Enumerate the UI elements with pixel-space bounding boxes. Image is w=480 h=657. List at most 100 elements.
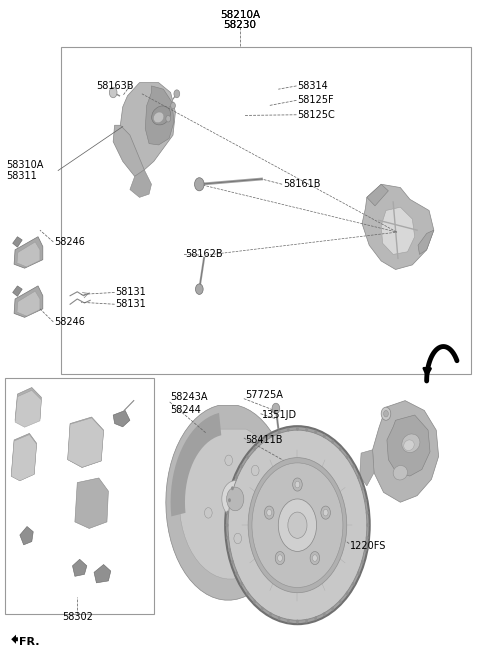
Circle shape: [323, 434, 326, 438]
Circle shape: [314, 616, 317, 620]
Circle shape: [293, 478, 302, 491]
Text: 58243A: 58243A: [170, 392, 208, 402]
Circle shape: [277, 555, 282, 561]
Text: 58210A: 58210A: [220, 10, 260, 20]
Ellipse shape: [402, 434, 420, 453]
Polygon shape: [113, 411, 130, 427]
Circle shape: [174, 90, 180, 98]
Circle shape: [323, 509, 328, 516]
Polygon shape: [17, 242, 40, 267]
Circle shape: [109, 87, 117, 98]
Polygon shape: [12, 237, 22, 247]
Circle shape: [222, 481, 249, 517]
Circle shape: [252, 465, 259, 476]
Bar: [5, 378, 154, 614]
Polygon shape: [170, 413, 221, 516]
Polygon shape: [372, 401, 439, 502]
Circle shape: [278, 616, 281, 620]
Text: 58411B: 58411B: [245, 435, 282, 445]
Circle shape: [227, 487, 244, 510]
Circle shape: [264, 506, 274, 519]
Text: FR.: FR.: [19, 637, 39, 647]
Circle shape: [346, 455, 348, 459]
Polygon shape: [362, 184, 434, 269]
Polygon shape: [17, 291, 40, 316]
Circle shape: [269, 434, 272, 438]
Text: 58230: 58230: [224, 20, 256, 30]
Circle shape: [305, 428, 308, 432]
Circle shape: [272, 403, 280, 414]
Circle shape: [305, 619, 308, 623]
Text: 58125C: 58125C: [298, 110, 335, 120]
Circle shape: [295, 482, 300, 487]
Ellipse shape: [404, 440, 414, 451]
Polygon shape: [381, 207, 415, 254]
Circle shape: [195, 284, 203, 294]
Ellipse shape: [393, 466, 408, 480]
Circle shape: [226, 510, 229, 514]
Circle shape: [323, 612, 326, 616]
Circle shape: [384, 411, 388, 417]
Circle shape: [228, 430, 367, 620]
Circle shape: [364, 548, 367, 552]
Circle shape: [352, 464, 355, 468]
Text: 58311: 58311: [6, 171, 37, 181]
Circle shape: [225, 455, 232, 466]
Circle shape: [246, 591, 249, 595]
Circle shape: [269, 612, 272, 616]
Circle shape: [231, 486, 234, 490]
Circle shape: [228, 498, 231, 502]
Circle shape: [170, 102, 175, 109]
Polygon shape: [14, 286, 43, 317]
Text: 58163B: 58163B: [96, 81, 134, 91]
Polygon shape: [360, 450, 374, 486]
Polygon shape: [75, 478, 108, 528]
Circle shape: [235, 572, 238, 576]
Polygon shape: [15, 390, 41, 427]
Circle shape: [204, 508, 212, 518]
Circle shape: [226, 523, 228, 527]
Circle shape: [248, 458, 347, 593]
Text: 58302: 58302: [62, 612, 93, 622]
Circle shape: [296, 427, 299, 431]
Text: 58230: 58230: [224, 20, 256, 30]
Text: 57725A: 57725A: [245, 390, 283, 400]
Polygon shape: [166, 405, 290, 600]
Text: 58161B: 58161B: [283, 179, 321, 189]
Circle shape: [331, 606, 334, 610]
Bar: [60, 47, 471, 374]
Polygon shape: [68, 418, 104, 467]
Circle shape: [366, 536, 369, 540]
Circle shape: [381, 407, 391, 420]
Circle shape: [361, 486, 364, 490]
Circle shape: [261, 440, 264, 443]
Circle shape: [331, 440, 334, 443]
Polygon shape: [120, 83, 175, 170]
Text: 58310A: 58310A: [6, 160, 44, 170]
Text: 58244: 58244: [170, 405, 202, 415]
Polygon shape: [367, 184, 388, 206]
Circle shape: [253, 600, 256, 604]
Text: 58162B: 58162B: [185, 250, 223, 260]
Circle shape: [267, 509, 272, 516]
Circle shape: [339, 447, 342, 451]
Text: 1351JD: 1351JD: [262, 410, 297, 420]
Circle shape: [312, 555, 317, 561]
Circle shape: [288, 512, 307, 538]
Circle shape: [231, 560, 234, 564]
Text: 58131: 58131: [116, 299, 146, 309]
Circle shape: [194, 177, 204, 191]
Circle shape: [339, 600, 342, 604]
Circle shape: [364, 498, 367, 502]
Text: 58125F: 58125F: [298, 95, 334, 105]
Circle shape: [240, 582, 243, 586]
Polygon shape: [12, 286, 22, 296]
Polygon shape: [130, 170, 152, 197]
Polygon shape: [145, 86, 174, 145]
Circle shape: [235, 475, 238, 479]
Polygon shape: [94, 564, 111, 583]
Circle shape: [240, 464, 243, 468]
Polygon shape: [11, 434, 36, 481]
Circle shape: [166, 116, 170, 122]
Circle shape: [234, 533, 241, 544]
